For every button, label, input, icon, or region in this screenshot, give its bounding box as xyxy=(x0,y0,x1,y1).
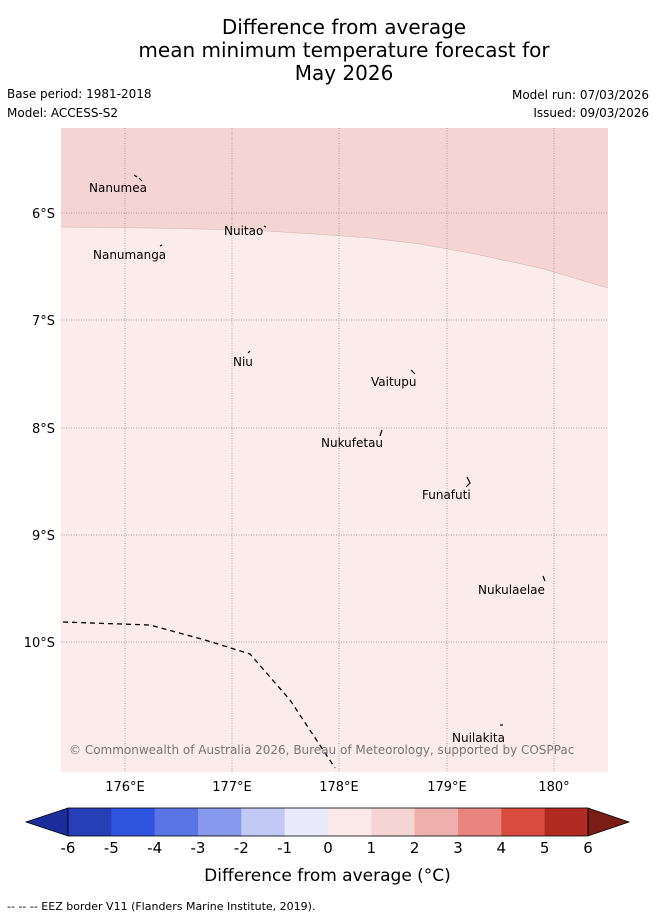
colorbar-segment xyxy=(458,808,502,836)
place-label-funafuti: Funafuti xyxy=(422,488,471,502)
colorbar-tick-label: 4 xyxy=(497,839,507,857)
colorbar-segment xyxy=(328,808,372,836)
eez-legend-note: -- -- -- EEZ border V11 (Flanders Marine… xyxy=(7,900,316,913)
island-vaitupu xyxy=(410,369,416,375)
title-line-1: Difference from average xyxy=(221,15,467,39)
colorbar-tick-label: -6 xyxy=(61,839,76,857)
island-nukufetau xyxy=(379,429,383,437)
colorbar-tick-label: 1 xyxy=(367,839,377,857)
colorbar-segment xyxy=(198,808,242,836)
colorbar-tick-label: -3 xyxy=(191,839,206,857)
title-line-3: May 2026 xyxy=(294,61,394,85)
colorbar-segment xyxy=(371,808,416,836)
copyright-text: © Commonwealth of Australia 2026, Bureau… xyxy=(69,743,574,757)
lon-tick-179e: 179°E xyxy=(427,780,467,795)
island-nuitao xyxy=(263,225,267,228)
colorbar-tick-label: -1 xyxy=(277,839,292,857)
colorbar-tick-label: 0 xyxy=(323,839,333,857)
model-run: Model run: 07/03/2026 xyxy=(511,88,649,102)
colorbar-segment xyxy=(284,808,329,836)
colorbar-tick-label: -5 xyxy=(104,839,119,857)
place-label-nuitao: Nuitao xyxy=(224,224,263,238)
lat-tick-8s: 8°S xyxy=(32,422,55,437)
lon-tick-178e: 178°E xyxy=(319,780,359,795)
place-label-nukufetau: Nukufetau xyxy=(321,436,383,450)
lon-tick-180: 180° xyxy=(538,780,569,795)
colorbar-tick-label: -4 xyxy=(147,839,162,857)
place-label-nuilakita: Nuilakita xyxy=(452,731,505,745)
colorbar-segment xyxy=(154,808,199,836)
anomaly-1-2-region xyxy=(61,128,608,288)
lat-tick-7s: 7°S xyxy=(32,314,55,329)
colorbar xyxy=(24,807,631,837)
lon-tick-176e: 176°E xyxy=(105,780,145,795)
colorbar-outline xyxy=(67,807,589,837)
issued-date: Issued: 09/03/2026 xyxy=(533,106,649,120)
colorbar-tick-label: 5 xyxy=(540,839,550,857)
lat-tick-9s: 9°S xyxy=(32,529,55,544)
place-label-nanumanga: Nanumanga xyxy=(93,248,166,262)
island-nanumea xyxy=(133,174,143,182)
map-panel: Nanumea Nuitao Nanumanga Niu Vaitupu Nuk… xyxy=(60,128,609,772)
island-niu xyxy=(247,350,251,354)
colorbar-tick-label: -2 xyxy=(234,839,249,857)
island-funafuti xyxy=(465,476,471,488)
colorbar-segment xyxy=(111,808,156,836)
island-nanumanga xyxy=(159,244,163,247)
colorbar-segment xyxy=(544,808,589,836)
chart-title: Difference from average mean minimum tem… xyxy=(0,16,655,85)
colorbar-tick-label: 6 xyxy=(583,839,593,857)
lat-tick-6s: 6°S xyxy=(32,207,55,222)
colorbar-tick-label: 3 xyxy=(453,839,463,857)
base-period: Base period: 1981-2018 xyxy=(7,87,152,101)
place-label-niu: Niu xyxy=(233,355,253,369)
place-label-nanumea: Nanumea xyxy=(89,181,147,195)
colorbar-segment xyxy=(414,808,459,836)
lon-tick-177e: 177°E xyxy=(212,780,252,795)
model-name: Model: ACCESS-S2 xyxy=(7,106,119,120)
colorbar-segment xyxy=(68,808,112,836)
place-label-vaitupu: Vaitupu xyxy=(371,375,417,389)
colorbar-extend-low xyxy=(24,807,69,837)
colorbar-label: Difference from average (°C) xyxy=(204,866,451,886)
title-line-2: mean minimum temperature forecast for xyxy=(138,38,550,62)
lat-tick-10s: 10°S xyxy=(24,636,55,651)
place-label-nukulaelae: Nukulaelae xyxy=(478,583,545,597)
colorbar-segment xyxy=(501,808,546,836)
island-nukulaelae xyxy=(542,575,546,582)
eez-border xyxy=(62,621,336,769)
colorbar-segment xyxy=(241,808,286,836)
graticule xyxy=(61,128,608,772)
colorbar-extend-high xyxy=(587,807,631,837)
islands xyxy=(133,174,546,726)
colorbar-tick-label: 2 xyxy=(410,839,420,857)
anomaly-contour xyxy=(60,226,609,289)
